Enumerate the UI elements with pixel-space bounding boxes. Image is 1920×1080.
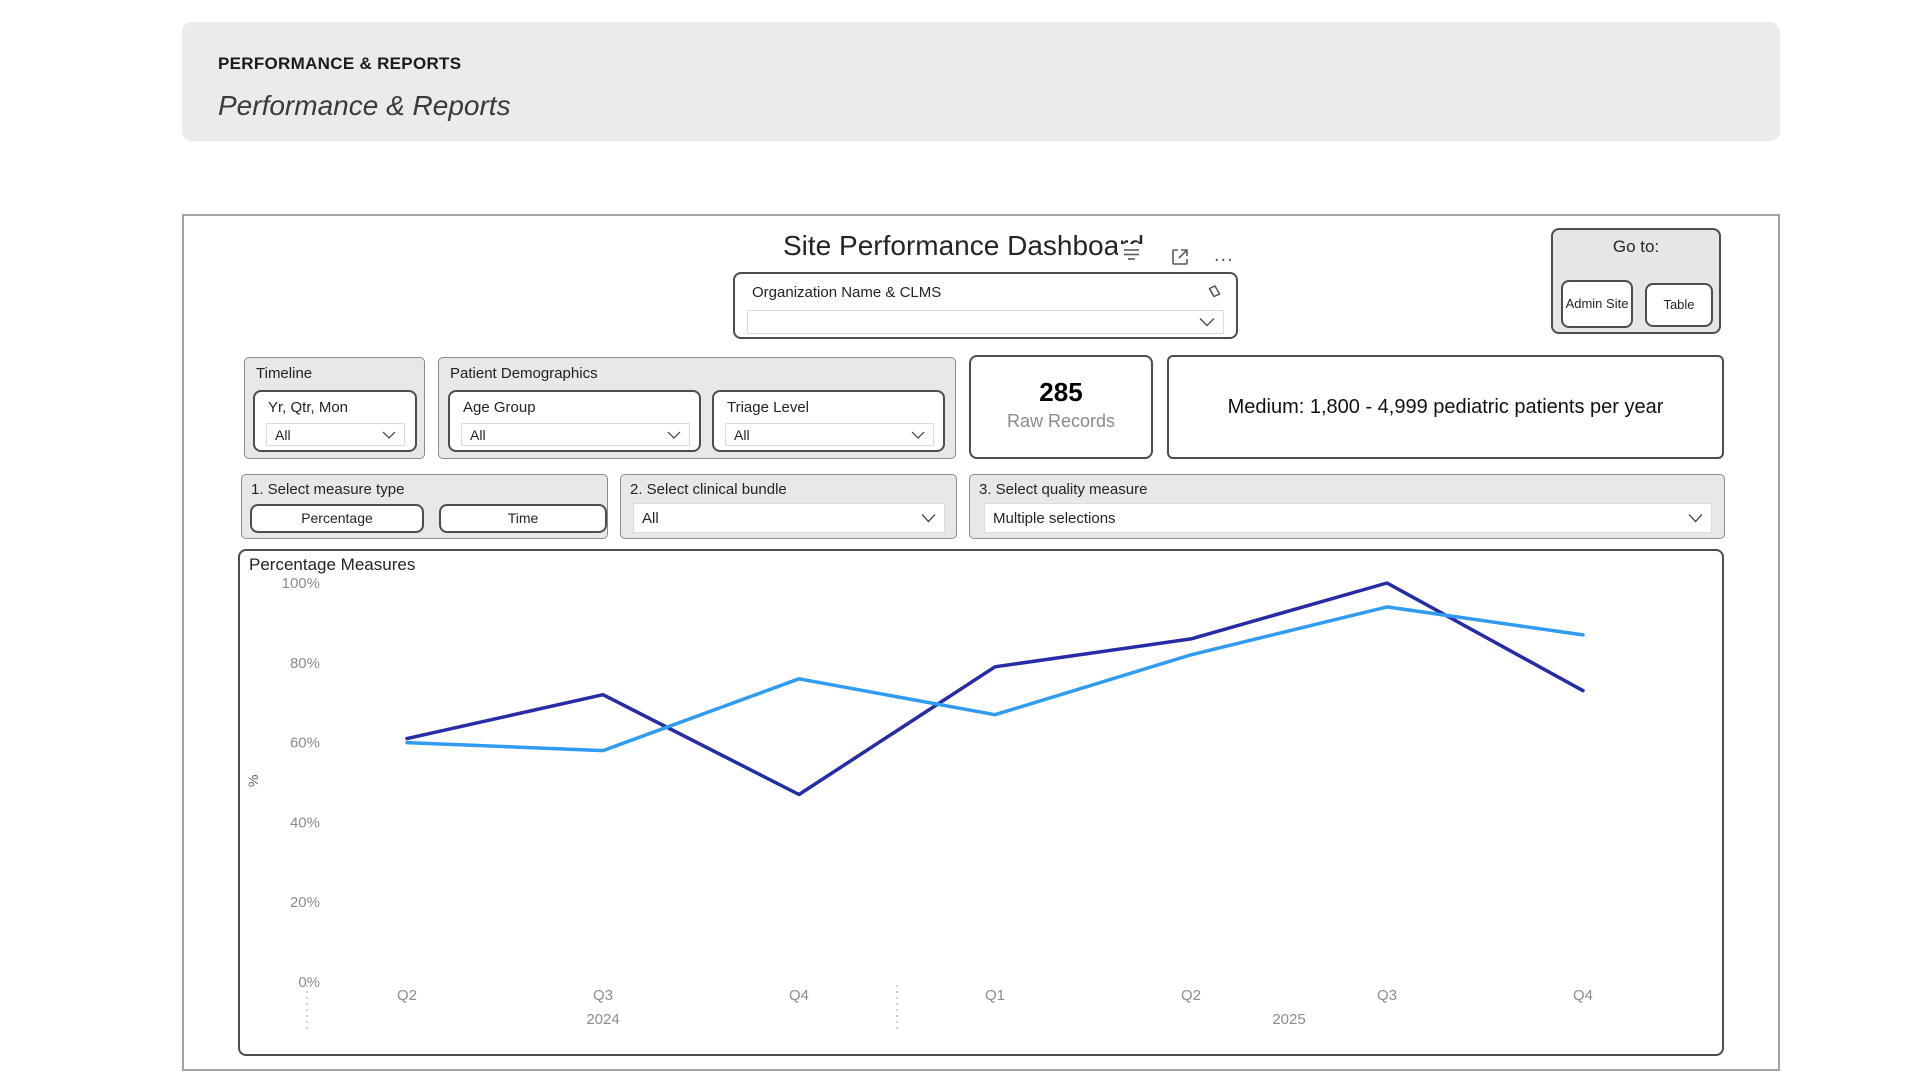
goto-box: Go to: Admin Site Table (1551, 228, 1721, 334)
measure-type-label: 1. Select measure type (251, 481, 404, 498)
y-axis-tick: 80% (290, 655, 320, 672)
line-chart-canvas: 0% 20% 40% 60% 80% 100%% Q2 Q3 Q4 Q1 Q2 Q3 Q4 2024 202… (240, 551, 1722, 1054)
triage-level-dropdown-value: All (734, 427, 750, 443)
age-group-dropdown[interactable]: All (461, 423, 690, 446)
x-axis-tick: Q4 (789, 987, 809, 1004)
y-axis-tick: 100% (282, 575, 320, 592)
timeline-dropdown-value: All (275, 427, 291, 443)
time-button[interactable]: Time (439, 504, 607, 533)
focus-mode-icon[interactable] (1165, 244, 1195, 270)
table-button[interactable]: Table (1645, 283, 1713, 327)
y-axis-tick: 40% (290, 814, 320, 831)
x-axis-year-label: 2024 (586, 1011, 619, 1028)
clinical-bundle-group: 2. Select clinical bundle All (620, 474, 957, 539)
age-group-slicer: Age Group All (448, 390, 701, 452)
chevron-down-icon (1199, 318, 1215, 327)
triage-level-slicer: Triage Level All (712, 390, 945, 452)
y-axis-tick: 20% (290, 894, 320, 911)
x-axis-tick: Q3 (593, 987, 613, 1004)
page-eyebrow: PERFORMANCE & REPORTS (218, 54, 461, 74)
raw-records-label: Raw Records (971, 411, 1151, 432)
x-axis-tick: Q4 (1573, 987, 1593, 1004)
x-axis-tick: Q2 (1181, 987, 1201, 1004)
line-series-dark-blue[interactable] (407, 583, 1583, 795)
chevron-down-icon (911, 431, 925, 439)
page-header: PERFORMANCE & REPORTS Performance & Repo… (182, 22, 1780, 141)
x-axis-tick: Q2 (397, 987, 417, 1004)
quality-measure-label: 3. Select quality measure (979, 481, 1147, 498)
timeline-slicer-label: Yr, Qtr, Mon (268, 399, 348, 416)
page-title: Performance & Reports (218, 90, 511, 122)
admin-site-button[interactable]: Admin Site (1561, 280, 1633, 328)
x-axis-tick: Q3 (1377, 987, 1397, 1004)
filter-icon[interactable] (1118, 244, 1145, 265)
dashboard-title: Site Performance Dashboard (783, 230, 1144, 262)
age-group-label: Age Group (463, 399, 536, 416)
raw-records-value: 285 (971, 377, 1151, 408)
measure-type-group: 1. Select measure type Percentage Time (241, 474, 608, 539)
line-series-light-blue[interactable] (407, 607, 1583, 751)
timeline-group: Timeline Yr, Qtr, Mon All (244, 357, 425, 459)
volume-card: Medium: 1,800 - 4,999 pediatric patients… (1167, 355, 1724, 459)
quality-measure-dropdown[interactable]: Multiple selections (984, 503, 1712, 533)
x-axis-year-label: 2025 (1272, 1011, 1305, 1028)
triage-level-dropdown[interactable]: All (725, 423, 934, 446)
patient-demographics-label: Patient Demographics (450, 365, 598, 382)
y-axis-tick: 60% (290, 735, 320, 752)
percentage-measures-chart: 0% 20% 40% 60% 80% 100%% Q2 Q3 Q4 Q1 Q2 Q3 Q4 2024 202… (238, 549, 1724, 1056)
triage-level-label: Triage Level (727, 399, 809, 416)
y-axis-tick: 0% (298, 974, 320, 991)
y-axis-title: % (245, 775, 261, 787)
more-options-icon[interactable]: ... (1210, 248, 1238, 262)
x-axis-tick: Q1 (985, 987, 1005, 1004)
chevron-down-icon (921, 514, 936, 523)
eraser-icon[interactable] (1202, 285, 1222, 308)
organization-dropdown[interactable] (747, 310, 1224, 334)
timeline-dropdown[interactable]: All (266, 423, 405, 446)
goto-label: Go to: (1553, 237, 1719, 257)
timeline-group-label: Timeline (256, 365, 312, 382)
volume-card-text: Medium: 1,800 - 4,999 pediatric patients… (1228, 396, 1664, 419)
quality-measure-group: 3. Select quality measure Multiple selec… (969, 474, 1725, 539)
organization-slicer: Organization Name & CLMS (733, 272, 1238, 339)
quality-measure-value: Multiple selections (993, 510, 1116, 527)
patient-demographics-group: Patient Demographics Age Group All Triag… (438, 357, 956, 459)
clinical-bundle-dropdown[interactable]: All (633, 503, 945, 533)
chart-title: Percentage Measures (249, 555, 415, 575)
percentage-button[interactable]: Percentage (250, 504, 424, 533)
age-group-dropdown-value: All (470, 427, 486, 443)
organization-slicer-label: Organization Name & CLMS (752, 284, 941, 301)
chevron-down-icon (667, 431, 681, 439)
clinical-bundle-label: 2. Select clinical bundle (630, 481, 787, 498)
clinical-bundle-value: All (642, 510, 659, 527)
chevron-down-icon (382, 431, 396, 439)
timeline-slicer: Yr, Qtr, Mon All (253, 390, 417, 452)
chevron-down-icon (1688, 514, 1703, 523)
raw-records-card: 285 Raw Records (969, 355, 1153, 459)
